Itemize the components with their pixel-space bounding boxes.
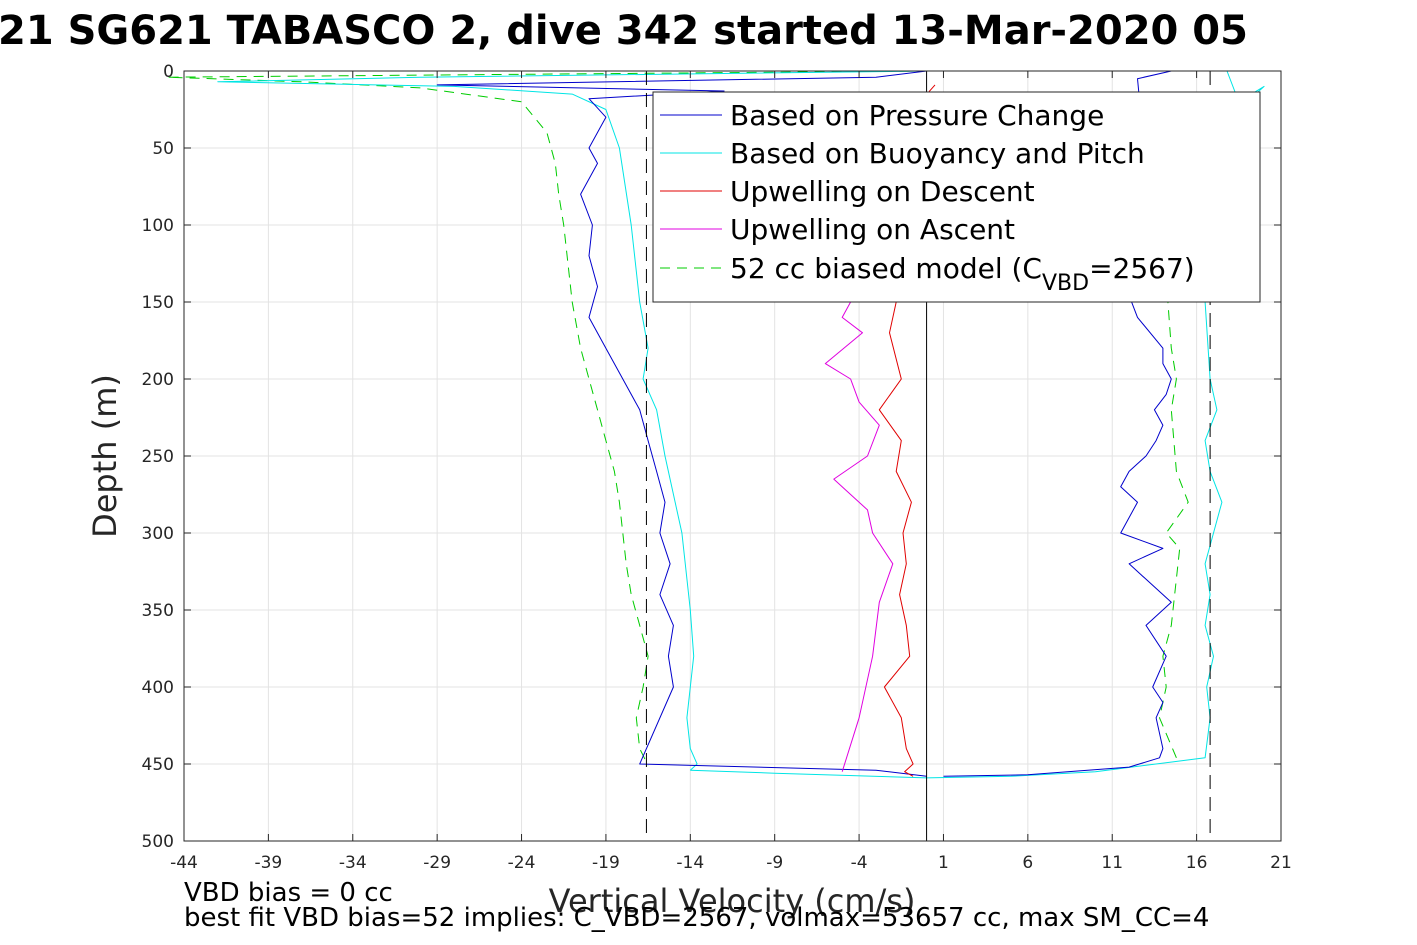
- vbd-bias-note: VBD bias = 0 cc: [184, 878, 393, 908]
- x-tick-label: -24: [508, 853, 536, 873]
- x-tick-label: -44: [170, 853, 198, 873]
- x-tick-label: -34: [339, 853, 367, 873]
- legend-entry-descent: Upwelling on Descent: [730, 175, 1035, 208]
- series-line-3-0: [824, 301, 894, 772]
- y-tick-label: 400: [142, 678, 174, 698]
- series-line-4-0: [166, 70, 927, 766]
- x-tick-label: 1: [938, 853, 949, 873]
- legend-model-tail: =2567): [1089, 252, 1195, 285]
- x-tick-label: -19: [592, 853, 620, 873]
- legend-model-main: 52 cc biased model (C: [730, 252, 1042, 285]
- series-line-1-0: [217, 70, 927, 771]
- x-tick-label: 11: [1101, 853, 1123, 873]
- x-tick-label: -29: [423, 853, 451, 873]
- series-line-2-0: [875, 84, 936, 777]
- x-tick-label: -14: [676, 853, 704, 873]
- legend-box: [652, 91, 1261, 303]
- x-tick-label: -9: [766, 853, 783, 873]
- y-tick-label: 0: [163, 62, 174, 82]
- y-tick-label: 250: [142, 447, 174, 467]
- x-axis-label: Vertical Velocity (cm/s): [549, 882, 916, 920]
- legend-entry-model: 52 cc biased model (CVBD=2567): [730, 252, 1195, 296]
- x-tick-label: 21: [1270, 853, 1292, 873]
- legend-entry-pressure: Based on Pressure Change: [730, 99, 1104, 132]
- series-layer: [166, 70, 1265, 779]
- y-tick-label: 450: [142, 755, 174, 775]
- y-tick-label: 50: [152, 139, 174, 159]
- y-tick-label: 150: [142, 293, 174, 313]
- x-tick-label: 16: [1186, 853, 1208, 873]
- legend-entry-buoyancy: Based on Buoyancy and Pitch: [730, 137, 1145, 170]
- legend-model-sub: VBD: [1042, 271, 1089, 296]
- y-tick-label: 350: [142, 601, 174, 621]
- y-tick-label: 200: [142, 370, 174, 390]
- legend: Based on Pressure Change Based on Buoyan…: [652, 91, 1261, 303]
- series-line-0-1: [943, 70, 1172, 777]
- y-axis-ticks: 0 50 100 150 200 250 300 350 400 450 500: [142, 62, 1281, 852]
- x-tick-label: -39: [254, 853, 282, 873]
- y-axis-label: Depth (m): [86, 374, 124, 538]
- y-tick-label: 100: [142, 216, 174, 236]
- chart-title: 21 SG621 TABASCO 2, dive 342 started 13-…: [0, 8, 1248, 54]
- y-tick-label: 300: [142, 524, 174, 544]
- y-tick-label: 500: [142, 832, 174, 852]
- best-fit-note: best fit VBD bias=52 implies: C_VBD=2567…: [184, 903, 1210, 933]
- x-axis-ticks: -44 -39 -34 -29 -24 -19 -14 -9 -4 1 6 11 16 21: [170, 71, 1292, 873]
- x-tick-label: -4: [851, 853, 868, 873]
- series-line-0-0: [436, 70, 927, 777]
- legend-entry-ascent: Upwelling on Ascent: [730, 213, 1015, 246]
- x-tick-label: 6: [1022, 853, 1033, 873]
- series-line-4-1: [1159, 94, 1189, 758]
